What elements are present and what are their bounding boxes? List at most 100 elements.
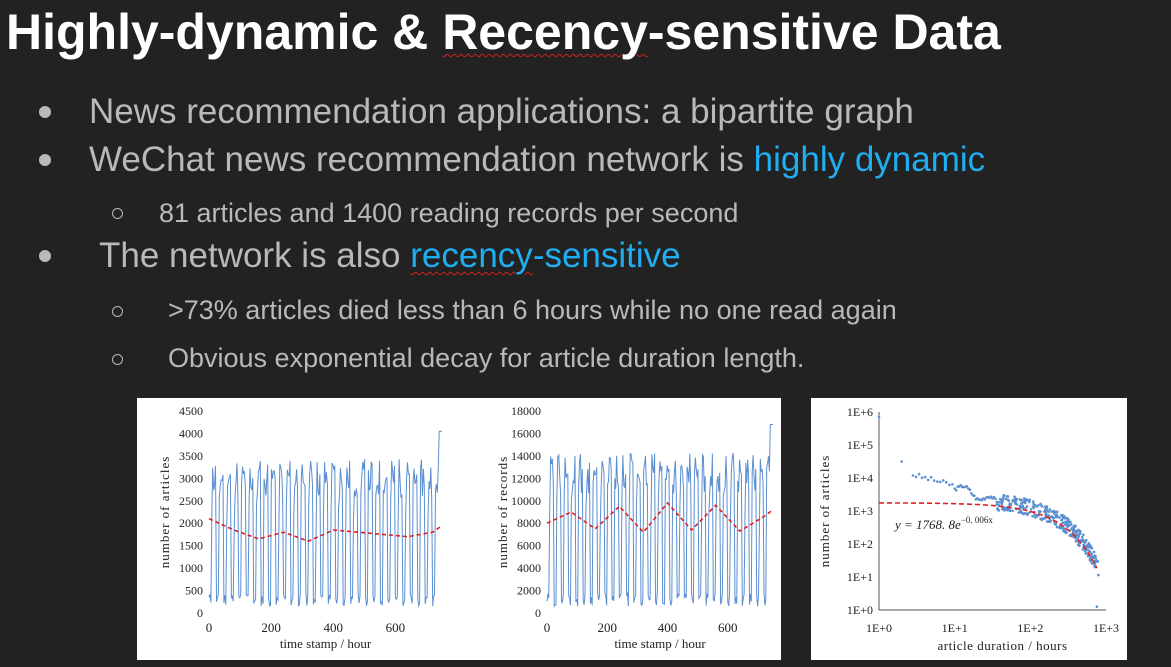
chart-panel-timeseries: 0 500 1000 1500 2000 2500 3000 3500 4000 4500 0 200… <box>137 398 781 660</box>
data-point <box>1084 541 1087 544</box>
y-tick-label: 1E+5 <box>847 438 873 452</box>
y-tick-label: 500 <box>185 584 203 598</box>
y-tick-label: 16000 <box>511 426 541 440</box>
bullet-dot-icon <box>39 250 51 262</box>
data-point <box>1037 509 1041 513</box>
data-point <box>1017 511 1020 514</box>
data-point <box>917 472 921 476</box>
data-point <box>973 494 976 497</box>
y-tick-label: 2000 <box>517 584 541 598</box>
x-tick-label: 1E+1 <box>942 621 968 635</box>
y-tick-label: 4000 <box>179 426 203 440</box>
x-tick-label: 400 <box>324 620 344 635</box>
data-point <box>1055 514 1059 517</box>
data-point <box>994 497 997 501</box>
y-axis-label: number of records <box>495 456 510 568</box>
fit-line <box>879 502 1098 569</box>
data-point <box>920 476 924 479</box>
y-tick-label: 1E+4 <box>847 471 873 485</box>
data-point <box>1011 509 1014 513</box>
data-point <box>1074 537 1077 540</box>
data-point <box>1082 533 1085 537</box>
data-point <box>1045 520 1049 523</box>
data-point <box>1006 508 1010 512</box>
data-point <box>1032 500 1035 503</box>
data-point <box>1044 513 1048 516</box>
y-tick-label: 1E+0 <box>847 603 873 617</box>
data-point <box>1080 535 1084 539</box>
data-point <box>1029 508 1033 511</box>
data-point <box>945 481 948 484</box>
x-tick-label: 0 <box>544 620 551 635</box>
data-point <box>1087 542 1091 545</box>
data-point <box>1065 516 1069 520</box>
data-point <box>1054 523 1058 526</box>
y-tick-label: 1500 <box>179 539 203 553</box>
data-point <box>1047 514 1050 517</box>
data-point <box>1028 500 1031 504</box>
data-point <box>1040 518 1043 522</box>
sub-bullet-text: Obvious exponential decay for article du… <box>168 343 805 373</box>
data-point <box>1025 505 1029 508</box>
data-point <box>959 483 962 487</box>
data-point <box>936 480 939 483</box>
data-point <box>1024 498 1027 502</box>
y-axis-label: number of articles <box>817 455 832 568</box>
data-point <box>989 495 993 498</box>
data-point <box>1024 506 1027 510</box>
data-point <box>1005 495 1008 498</box>
y-tick-label: 6000 <box>517 539 541 553</box>
data-point <box>1019 509 1023 513</box>
x-axis-label: time stamp / hour <box>280 636 372 651</box>
data-point <box>929 475 933 479</box>
data-point <box>911 474 915 477</box>
data-point <box>1065 520 1069 523</box>
y-axis-label: number of articles <box>157 456 172 569</box>
data-point <box>1032 506 1036 510</box>
data-point <box>1079 532 1082 535</box>
data-point <box>1019 499 1023 502</box>
x-axis-label: article duration / hours <box>937 638 1067 653</box>
data-point <box>900 460 903 463</box>
data-point <box>1083 550 1087 553</box>
trend-line <box>208 517 443 543</box>
data-point <box>1089 550 1092 554</box>
y-tick-label: 10000 <box>511 494 541 508</box>
data-point <box>968 488 972 491</box>
y-tick-label: 8000 <box>517 516 541 530</box>
x-tick-label: 1E+0 <box>866 621 892 635</box>
spellcheck-word: Recency <box>442 4 648 60</box>
data-point <box>1008 503 1011 507</box>
data-point <box>923 475 927 479</box>
data-point <box>1045 505 1049 508</box>
data-point <box>996 507 999 510</box>
data-point <box>1013 495 1016 499</box>
y-tick-label: 2500 <box>179 494 203 508</box>
y-tick-label: 1E+6 <box>847 405 873 419</box>
data-point <box>1028 498 1031 502</box>
data-point <box>1004 497 1008 501</box>
data-point <box>1063 523 1067 526</box>
duration-chart: 1E+0 1E+1 1E+2 1E+3 1E+4 1E+5 1E+6 1E+0 1E+1 1E+2… <box>817 405 1119 653</box>
data-point <box>1090 552 1093 556</box>
data-point <box>1071 528 1075 531</box>
data-point <box>997 501 1001 504</box>
sub-bullet-circle-icon <box>112 306 123 317</box>
data-point <box>1048 508 1052 511</box>
data-point <box>1026 512 1029 515</box>
data-point <box>1033 516 1037 519</box>
data-point <box>1002 493 1006 497</box>
x-tick-label: 0 <box>206 620 213 635</box>
bullet-dot-icon <box>39 106 51 118</box>
data-point <box>992 495 996 499</box>
y-tick-label: 2000 <box>179 516 203 530</box>
data-point <box>1045 509 1048 513</box>
data-point <box>1021 504 1025 508</box>
data-point <box>1081 538 1085 541</box>
data-point <box>1092 550 1096 554</box>
data-point <box>1050 515 1053 518</box>
data-point <box>1055 525 1059 529</box>
data-point <box>1015 497 1019 501</box>
data-point <box>1086 554 1090 558</box>
chart-articles-over-time: 0 500 1000 1500 2000 2500 3000 3500 4000 4500 0 200… <box>157 404 443 651</box>
